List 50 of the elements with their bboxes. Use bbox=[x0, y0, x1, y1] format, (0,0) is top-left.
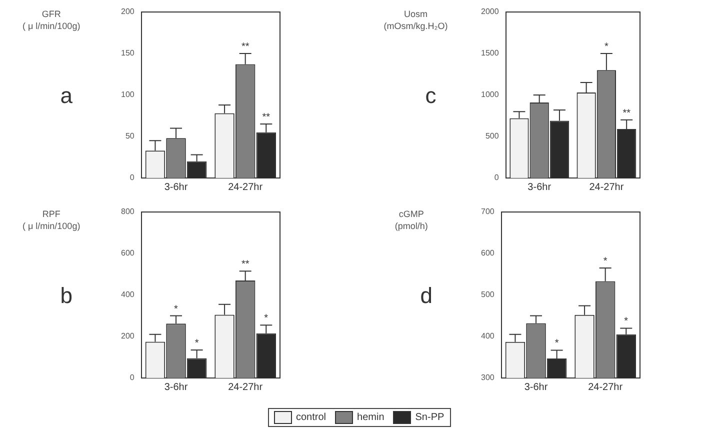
data-label: * bbox=[264, 313, 268, 324]
x-tick-label: 24-27hr bbox=[228, 382, 264, 393]
y-tick-label: 0 bbox=[130, 173, 135, 182]
y-tick-label: 2000 bbox=[481, 7, 500, 16]
legend-label: Sn-PP bbox=[415, 412, 444, 424]
y-tick-label: 0 bbox=[494, 173, 500, 182]
x-tick-label: 24-27hr bbox=[589, 182, 624, 193]
text: c bbox=[425, 83, 436, 108]
x-tick-label: 3-6hr bbox=[528, 182, 552, 193]
y-tick-label: 200 bbox=[120, 332, 135, 341]
data-label: ** bbox=[622, 108, 631, 119]
x-tick-label: 3-6hr bbox=[164, 182, 188, 193]
y-tick-label: 600 bbox=[480, 248, 495, 258]
y-tick-label: 50 bbox=[125, 132, 135, 141]
text: b bbox=[60, 283, 72, 308]
y-tick-label: 500 bbox=[485, 132, 500, 141]
x-tick-label: 3-6hr bbox=[164, 382, 188, 393]
data-label: ** bbox=[241, 42, 250, 52]
text: d bbox=[420, 283, 432, 308]
y-tick-label: 1000 bbox=[481, 90, 500, 100]
y-tick-label: 0 bbox=[130, 373, 135, 382]
data-label: * bbox=[604, 42, 608, 52]
x-tick-label: 3-6hr bbox=[524, 382, 548, 393]
y-tick-label: 400 bbox=[120, 290, 135, 300]
data-label: * bbox=[174, 304, 178, 315]
x-tick-label: 24-27hr bbox=[228, 182, 264, 193]
y-tick-label: 200 bbox=[120, 7, 135, 16]
y-tick-label: 800 bbox=[120, 207, 135, 216]
y-axis-title: RPF ( μ l/min/100g) bbox=[22, 209, 80, 231]
y-axis-title: cGMP (pmol/h) bbox=[394, 209, 428, 231]
y-tick-label: 1500 bbox=[481, 48, 500, 58]
y-tick-label: 100 bbox=[120, 90, 135, 100]
y-tick-label: 600 bbox=[120, 248, 135, 258]
data-label: ** bbox=[262, 112, 270, 124]
y-tick-label: 300 bbox=[480, 373, 495, 382]
data-label: * bbox=[554, 338, 559, 350]
text: a bbox=[60, 83, 74, 108]
legend-label: hemin bbox=[357, 412, 384, 424]
y-axis-title: Uosm (mOsm/kg.H₂O) bbox=[384, 9, 448, 31]
y-tick-label: 400 bbox=[480, 332, 495, 341]
data-label: * bbox=[603, 256, 608, 268]
y-tick-label: 150 bbox=[120, 48, 135, 58]
y-tick-label: 700 bbox=[480, 207, 495, 216]
data-label: * bbox=[624, 316, 628, 328]
y-tick-label: 500 bbox=[480, 290, 495, 300]
x-tick-label: 24-27hr bbox=[588, 382, 624, 393]
data-label: * bbox=[194, 338, 199, 349]
data-label: ** bbox=[241, 259, 250, 270]
legend-label: control bbox=[296, 412, 326, 424]
y-axis-title: GFR ( μ l/min/100g) bbox=[22, 9, 80, 31]
